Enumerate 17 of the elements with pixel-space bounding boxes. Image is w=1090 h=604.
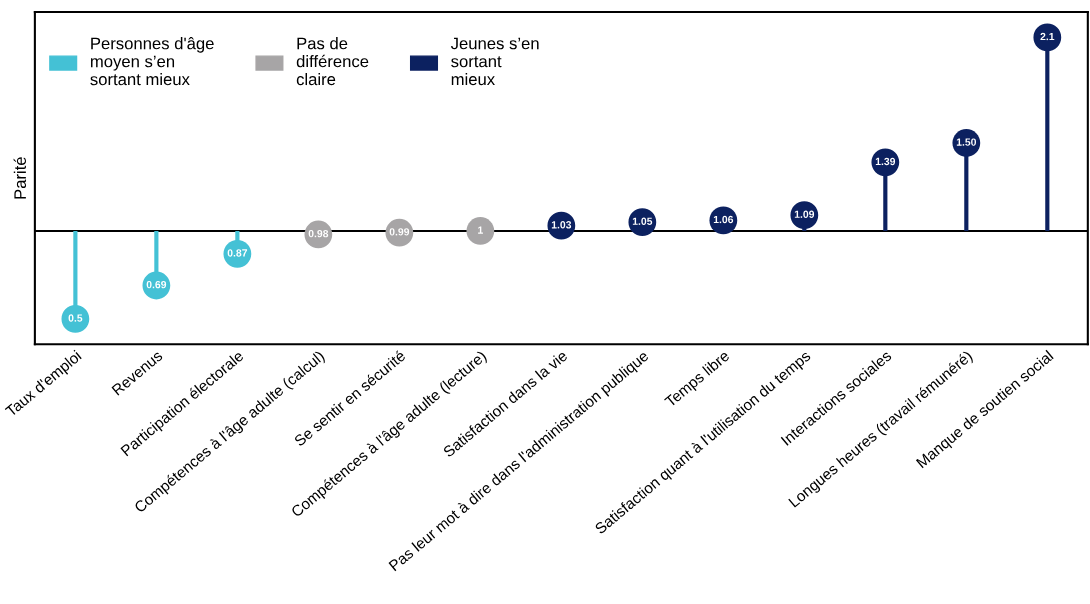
legend-label: Pas de différence claire xyxy=(296,37,369,86)
data-label: 0.5 xyxy=(68,314,83,322)
data-label: 1.50 xyxy=(956,138,977,146)
data-label: 1.06 xyxy=(713,215,734,224)
data-label: 1 xyxy=(478,226,483,234)
data-label: 0.87 xyxy=(227,249,248,257)
data-label: 1.09 xyxy=(794,210,815,218)
data-label: 0.69 xyxy=(146,280,167,289)
legend-label: Personnes d'âge moyen s’en sortant mieux xyxy=(90,37,214,86)
legend-label: Jeunes s’en sortant mieux xyxy=(450,37,539,86)
data-label: 2.1 xyxy=(1040,32,1055,41)
data-label: 0.99 xyxy=(389,228,410,236)
data-label: 1.05 xyxy=(632,217,653,225)
data-label: 1.03 xyxy=(551,221,572,229)
data-label: 0.98 xyxy=(308,229,329,238)
y-axis-title: Parité xyxy=(13,157,27,199)
data-label: 1.39 xyxy=(875,157,896,166)
